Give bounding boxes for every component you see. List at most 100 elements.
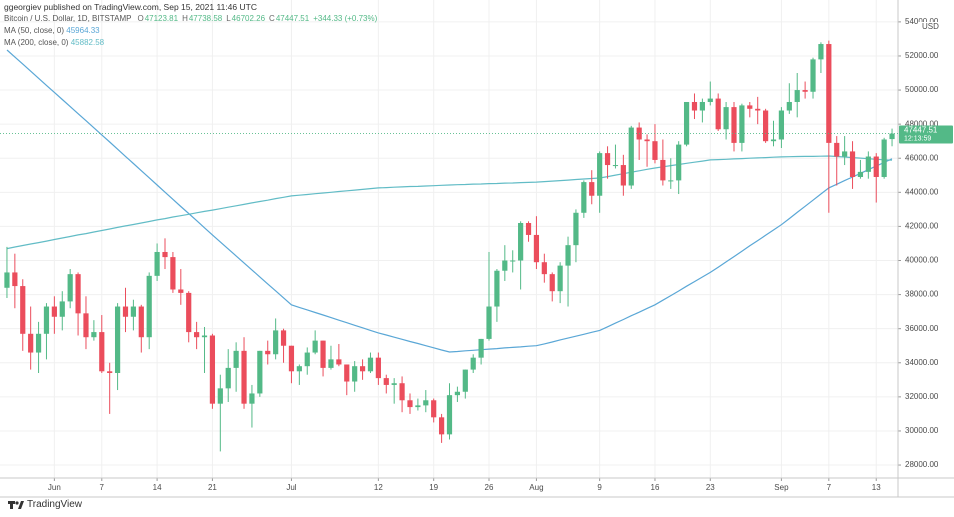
x-tick-label: 9 [597,483,602,492]
candle-body [755,108,761,111]
footer: TradingView [8,499,82,510]
candle-body [20,286,26,334]
x-tick-label: 26 [485,483,494,492]
candle-body [802,90,808,92]
y-tick-label: 28000.00 [905,460,939,469]
y-tick-label: 48000.00 [905,119,939,128]
y-tick-label: 52000.00 [905,51,939,60]
x-tick-label: Jul [286,483,296,492]
ohlc-label: O [137,14,144,23]
candle-body [478,338,484,358]
candle-body [4,272,10,288]
candle-body [399,383,405,401]
y-tick-label: 42000.00 [905,222,939,231]
brand-icon [8,500,24,509]
candle-body [304,352,310,367]
y-tick-label: 34000.00 [905,358,939,367]
open-value: 47123.81 [144,14,179,23]
brand: TradingView [27,499,83,510]
candle-body [660,159,666,181]
legend-name: MA (50, close, 0) [4,26,65,35]
candle-body [849,151,856,177]
candle-body [763,110,769,142]
candle-body [344,364,350,382]
change: +344.33 (+0.73%) [313,14,378,23]
candle-body [597,153,603,196]
candle-body [723,107,729,130]
candle-body [114,306,121,374]
candle-body [423,400,429,406]
high-value: 47738.58 [188,14,223,23]
x-tick-label: Jun [48,483,61,492]
ma-line [6,49,893,353]
candle-body [407,400,413,408]
candle-body [312,340,318,353]
candle-body [146,275,152,338]
candle-body [59,301,65,317]
candle-body [715,98,721,130]
candle-body [249,393,255,404]
candle-body [138,306,144,338]
legend-value: 45882.58 [70,38,105,47]
x-tick-label: 19 [429,483,438,492]
candle-body [217,388,223,404]
candle-body [170,257,176,290]
candle-body [122,306,129,317]
ma-lines [6,49,893,353]
candle-body [280,330,287,346]
header: ggeorgiev published on TradingView.com, … [4,1,381,49]
candle-body [12,272,18,287]
candle-body [28,333,34,353]
candle-body [652,141,658,160]
candle-body [778,110,785,140]
candle-body [83,313,89,338]
candle-body [881,139,887,177]
candle-body [683,101,690,145]
candle-body [857,171,864,177]
y-tick-label: 46000.00 [905,153,939,162]
price-tag-value: 47447.51 [904,126,938,135]
candle-body [873,156,879,177]
currency-bg [918,22,940,32]
candle-body [201,335,208,338]
ohlc-label: H [182,14,188,23]
candle-body [549,274,555,292]
published-note: ggeorgiev published on TradingView.com, … [4,2,257,12]
candle-body [194,332,200,338]
price-tag [899,125,953,144]
candle-body [67,274,73,302]
x-tick-label: 16 [651,483,660,492]
y-tick-label: 36000.00 [905,324,939,333]
candle-body [691,101,698,111]
candle-body [446,395,453,435]
candle-body [91,332,97,338]
ma-legend: MA (200, close, 0) 45882.58 [4,37,381,49]
candle-body [265,350,271,355]
x-tick-label: 12 [374,483,383,492]
candle-body [739,105,745,143]
candle-body [35,333,42,353]
x-tick-label: 13 [872,483,881,492]
candle-body [518,223,524,261]
y-tick-label: 30000.00 [905,426,939,435]
currency: USD [922,22,939,31]
candle-body [359,366,366,372]
candle-body [707,98,713,102]
candle-body [644,139,650,142]
candle-body [99,332,105,372]
ma-line [6,155,893,250]
candle-body [834,142,840,157]
candle-body [786,101,792,111]
candle-body [533,234,540,263]
candle-body [241,350,247,404]
candle-body [367,357,374,372]
candle-body [438,417,445,435]
candle-body [557,265,563,292]
candle-body [186,292,192,333]
candle-body [589,182,595,196]
candle-body [462,369,468,392]
ma-legend: MA (50, close, 0) 45964.33 [4,25,381,37]
candle-body [565,245,571,266]
